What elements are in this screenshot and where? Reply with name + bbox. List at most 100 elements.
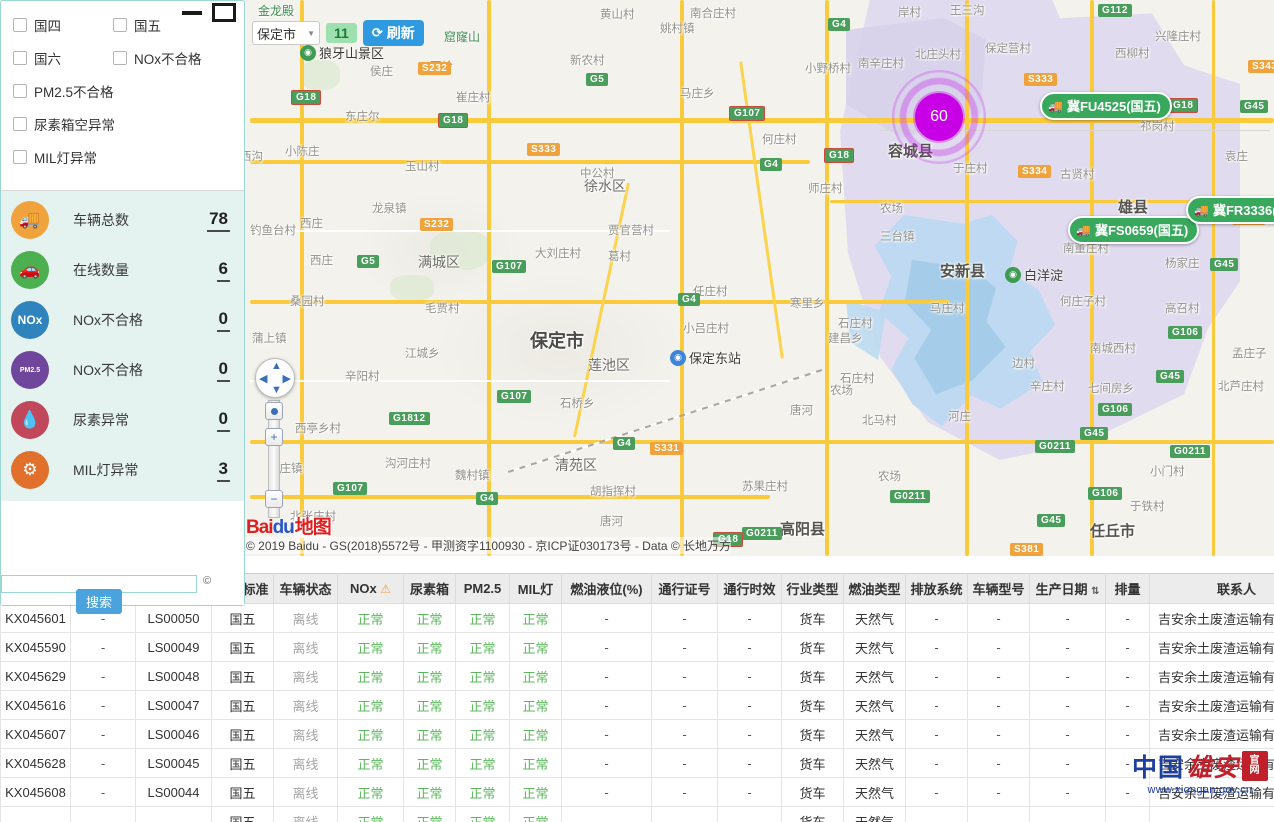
map-label: 保定营村 — [985, 43, 1031, 55]
table-cell: 国五 — [211, 806, 274, 822]
map-label: 侯庄 — [370, 66, 393, 78]
checkbox-icon[interactable] — [13, 18, 27, 32]
map-toolbar[interactable]: 保定市 ▼ 11 ⟳ 刷新 — [252, 20, 424, 46]
vehicle-table-container[interactable]: 号 ⇅登记地址绑定设备 ⇅排放标准车辆状态NOx ⚠尿素箱PM2.5MIL灯燃油… — [0, 573, 1274, 822]
emission-filter-group[interactable]: 国四 国五 国六 NOx不合格 PM2.5不合格 尿素箱空异常 MIL灯异常 — [1, 1, 244, 190]
road-shield: G18 — [291, 90, 322, 105]
table-cell: 正常 — [403, 603, 456, 633]
table-cell — [0, 806, 71, 822]
table-cell: 正常 — [337, 777, 404, 807]
refresh-button-label: 刷新 — [386, 25, 415, 41]
table-cell: 正常 — [509, 661, 562, 691]
table-row[interactable]: 国五 离线 正常 正常 正常 正常 货车 天然气 — [0, 806, 1274, 822]
truck-icon: 🚚 — [1076, 222, 1091, 237]
vehicle-marker[interactable]: 🚚 冀FS0659(国五) — [1068, 216, 1200, 244]
filter-PM2.5不合格[interactable]: PM2.5不合格 — [13, 81, 114, 101]
stat-label: 车辆总数 — [73, 212, 129, 228]
pan-up-icon[interactable]: ▲ — [271, 360, 282, 372]
table-row[interactable]: KX045608- LS00044 国五 离线 正常 正常 正常 正常 - - - 货车 天然气 - - - -… — [0, 777, 1274, 807]
stat-row-pm25-icon[interactable]: PM2.5 NOx不合格 0 — [1, 345, 244, 395]
stat-row-truck-icon[interactable]: 🚚 车辆总数 78 — [1, 195, 244, 245]
checkbox-icon[interactable] — [13, 84, 27, 98]
filter-尿素箱空异常[interactable]: 尿素箱空异常 — [13, 114, 115, 134]
table-cell: - — [717, 632, 782, 662]
map-label: 河庄 — [948, 411, 971, 423]
road-shield: S333 — [1024, 73, 1058, 86]
stat-row-car-icon[interactable]: 🚗 在线数量 6 — [1, 245, 244, 295]
stat-row-nox-icon[interactable]: NOx NOx不合格 0 — [1, 295, 244, 345]
table-cell: 天然气 — [843, 632, 906, 662]
city-select[interactable]: 保定市 ▼ — [252, 21, 320, 45]
poi-保定东站[interactable]: ◉ 保定东站 — [670, 348, 741, 367]
map-label: 黄山村 — [600, 9, 635, 21]
table-cell: 国五 — [211, 603, 274, 633]
panel-window-controls[interactable] — [182, 3, 236, 22]
stat-row-urea-drop-icon[interactable]: 💧 尿素异常 0 — [1, 395, 244, 445]
table-cell: 货车 — [781, 806, 844, 822]
sort-icon[interactable]: ⇅ — [1091, 586, 1100, 597]
col-header-label: 尿素箱 — [409, 582, 449, 597]
table-row[interactable]: KX045629- LS00048 国五 离线 正常 正常 正常 正常 - - - 货车 天然气 - - - -… — [0, 661, 1274, 691]
vehicle-marker[interactable]: 🚚冀FR3336(国 — [1186, 196, 1274, 224]
stat-value: 0 — [216, 309, 230, 332]
table-row[interactable]: KX045607- LS00046 国五 离线 正常 正常 正常 正常 - - - 货车 天然气 - - - -… — [0, 719, 1274, 749]
map-label: 西亭乡村 — [295, 423, 341, 435]
baidu-map-logo: Baidu地图 — [246, 512, 332, 539]
zoom-home-button[interactable] — [265, 402, 283, 420]
table-body[interactable]: KX045601- LS00050 国五 离线 正常 正常 正常 正常 - - - 货车 天然气 - - - -… — [0, 603, 1274, 822]
stat-label: 尿素异常 — [73, 412, 129, 428]
table-cell: - — [1105, 748, 1150, 778]
baidu-map[interactable]: 金龙殿 窟窿山 黄山村 姚村镇 南合庄村 岸村 王三沟 兴隆庄村 新农村 北庄头村 南辛庄村 保定营村… — [0, 0, 1274, 556]
filter-国六[interactable]: 国六 — [13, 48, 113, 68]
table-cell: - — [1029, 777, 1106, 807]
table-row[interactable]: KX045616- LS00047 国五 离线 正常 正常 正常 正常 - - - 货车 天然气 - - - -… — [0, 690, 1274, 720]
table-row[interactable]: KX045590- LS00049 国五 离线 正常 正常 正常 正常 - - - 货车 天然气 - - - -… — [0, 632, 1274, 662]
filter-MIL灯异常[interactable]: MIL灯异常 — [13, 147, 97, 167]
poi-白洋淀[interactable]: ◉ 白洋淀 — [1005, 265, 1063, 284]
pan-control[interactable]: ▲ ▼ ◀ ▶ — [255, 358, 295, 398]
pan-left-icon[interactable]: ◀ — [259, 373, 268, 385]
pan-down-icon[interactable]: ▼ — [271, 384, 282, 396]
map-label: 北庄头村 — [915, 49, 961, 61]
filter-NOx不合格[interactable]: NOx不合格 — [113, 48, 213, 68]
maximize-icon[interactable] — [212, 3, 236, 22]
stat-row-mil-lamp-icon[interactable]: ⚙ MIL灯异常 3 — [1, 445, 244, 495]
table-cell: - — [967, 603, 1030, 633]
table-cell: LS00045 — [135, 748, 212, 778]
map-label: 中公村 — [580, 168, 615, 180]
zoom-in-button[interactable]: + — [265, 428, 283, 446]
table-cell — [651, 806, 718, 822]
search-button[interactable]: 搜索 — [76, 589, 122, 614]
table-cell: LS00047 — [135, 690, 212, 720]
stat-label: NOx不合格 — [73, 312, 143, 328]
checkbox-icon[interactable] — [13, 150, 27, 164]
table-cell: 正常 — [455, 806, 510, 822]
table-cell: - — [561, 748, 652, 778]
map-label: 高阳县 — [780, 521, 826, 538]
poi-狼牙山景区[interactable]: ◉ 狼牙山景区 — [300, 43, 384, 62]
minimize-icon[interactable] — [182, 10, 202, 15]
stat-value: 0 — [216, 409, 230, 432]
map-label: 于铁村 — [1130, 501, 1165, 513]
table-cell: 正常 — [337, 632, 404, 662]
checkbox-icon[interactable] — [113, 51, 127, 65]
checkbox-icon[interactable] — [13, 51, 27, 65]
checkbox-icon[interactable] — [13, 117, 27, 131]
refresh-button[interactable]: ⟳ 刷新 — [362, 20, 424, 46]
col-header-14: 排放系统 — [905, 573, 968, 604]
col-header-16[interactable]: 生产日期 ⇅ — [1029, 573, 1106, 604]
table-row[interactable]: KX045628- LS00045 国五 离线 正常 正常 正常 正常 - - - 货车 天然气 - - - -… — [0, 748, 1274, 778]
filter-国四[interactable]: 国四 — [13, 15, 113, 35]
poi-marker-icon: ◉ — [1005, 266, 1021, 283]
car-icon: 🚗 — [11, 251, 49, 289]
stat-label: NOx不合格 — [73, 362, 143, 378]
checkbox-icon[interactable] — [113, 18, 127, 32]
col-header-label: PM2.5 — [463, 581, 502, 596]
table-row[interactable]: KX045601- LS00050 国五 离线 正常 正常 正常 正常 - - - 货车 天然气 - - - -… — [0, 603, 1274, 633]
filter-国五[interactable]: 国五 — [113, 15, 213, 35]
pan-right-icon[interactable]: ▶ — [282, 373, 291, 385]
zoom-out-button[interactable]: − — [265, 490, 283, 508]
speed-marker[interactable]: 60 — [915, 93, 963, 141]
vehicle-marker[interactable]: 🚚 冀FU4525(国五) — [1040, 92, 1172, 120]
table-cell: 正常 — [337, 806, 404, 822]
